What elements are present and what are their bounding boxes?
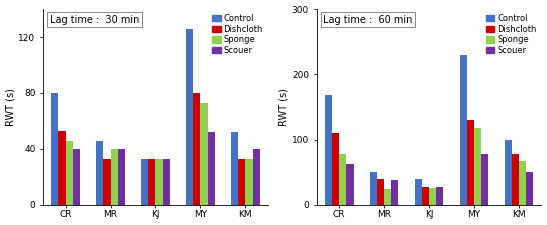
Bar bbox=[148, 159, 155, 205]
Bar bbox=[332, 133, 339, 205]
Bar bbox=[519, 160, 526, 205]
Bar bbox=[325, 95, 332, 205]
Bar bbox=[504, 140, 512, 205]
Bar bbox=[110, 149, 118, 205]
Bar bbox=[238, 159, 246, 205]
Bar bbox=[346, 164, 353, 205]
Bar bbox=[118, 149, 125, 205]
Bar bbox=[155, 159, 162, 205]
Bar bbox=[459, 55, 467, 205]
Bar bbox=[415, 179, 422, 205]
Bar bbox=[429, 188, 437, 205]
Bar bbox=[141, 159, 148, 205]
Bar bbox=[103, 159, 110, 205]
Bar bbox=[162, 159, 170, 205]
Bar bbox=[384, 189, 391, 205]
Bar bbox=[208, 132, 215, 205]
Bar bbox=[193, 93, 200, 205]
Bar bbox=[422, 187, 429, 205]
Bar bbox=[474, 128, 481, 205]
Bar bbox=[51, 93, 59, 205]
Bar bbox=[377, 179, 384, 205]
Bar bbox=[370, 172, 377, 205]
Bar bbox=[66, 141, 73, 205]
Bar bbox=[186, 29, 193, 205]
Bar bbox=[339, 154, 346, 205]
Bar bbox=[73, 149, 80, 205]
Bar bbox=[391, 180, 398, 205]
Bar bbox=[512, 154, 519, 205]
Bar bbox=[96, 141, 103, 205]
Y-axis label: RWT (s): RWT (s) bbox=[5, 88, 15, 126]
Bar bbox=[467, 120, 474, 205]
Bar bbox=[481, 154, 488, 205]
Bar bbox=[231, 132, 238, 205]
Legend: Control, Dishcloth, Sponge, Scouer: Control, Dishcloth, Sponge, Scouer bbox=[484, 11, 539, 58]
Text: Lag time :  30 min: Lag time : 30 min bbox=[50, 15, 139, 25]
Bar bbox=[253, 149, 260, 205]
Legend: Control, Dishcloth, Sponge, Scouer: Control, Dishcloth, Sponge, Scouer bbox=[210, 11, 265, 58]
Bar bbox=[59, 131, 66, 205]
Text: Lag time :  60 min: Lag time : 60 min bbox=[323, 15, 413, 25]
Bar bbox=[246, 159, 253, 205]
Bar bbox=[200, 103, 208, 205]
Y-axis label: RWT (s): RWT (s) bbox=[279, 88, 289, 126]
Bar bbox=[526, 172, 533, 205]
Bar bbox=[437, 187, 444, 205]
